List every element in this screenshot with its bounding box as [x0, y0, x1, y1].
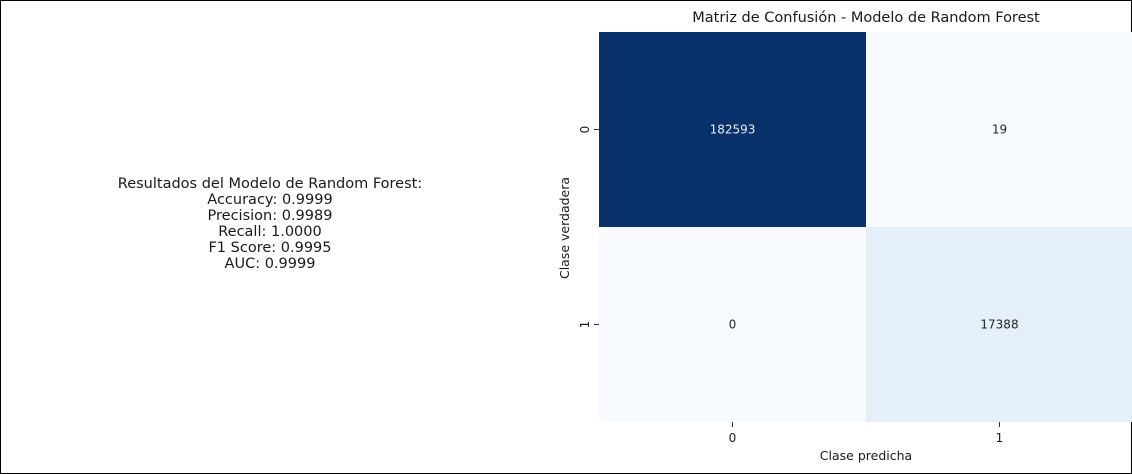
x-axis-label: Clase predicha [820, 448, 912, 463]
metric-auc: AUC: 0.9999 [224, 256, 316, 272]
heatmap-cell-0-1 [866, 32, 1132, 227]
heatmap-cell-0-0 [599, 32, 866, 227]
model-results: Resultados del Modelo de Random Forest: … [60, 176, 480, 272]
x-tick-label-1: 1 [996, 431, 1004, 445]
chart-title: Matriz de Confusión - Modelo de Random F… [692, 10, 1040, 26]
heatmap-cells: 182593 19 0 17388 [599, 32, 1132, 422]
y-tick-label-0: 0 [578, 126, 592, 134]
metric-f1-score: F1 Score: 0.9995 [208, 240, 332, 256]
cell-annotation-0-0: 182593 [710, 123, 756, 137]
metric-precision: Precision: 0.9989 [207, 208, 333, 224]
cell-annotation-0-1: 19 [992, 123, 1007, 137]
metric-recall: Recall: 1.0000 [218, 224, 322, 240]
axis-ticks: 0 1 0 1 [578, 126, 1003, 445]
metric-accuracy: Accuracy: 0.9999 [207, 192, 333, 208]
cell-annotation-1-0: 0 [729, 318, 737, 332]
cell-annotation-1-1: 17388 [980, 318, 1018, 332]
x-tick-label-0: 0 [729, 431, 737, 445]
heatmap-cell-1-1 [866, 227, 1132, 422]
heatmap-cell-1-0 [599, 227, 866, 422]
y-tick-label-1: 1 [578, 321, 592, 329]
y-axis-label: Clase verdadera [557, 177, 572, 279]
results-title: Resultados del Modelo de Random Forest: [117, 176, 423, 192]
